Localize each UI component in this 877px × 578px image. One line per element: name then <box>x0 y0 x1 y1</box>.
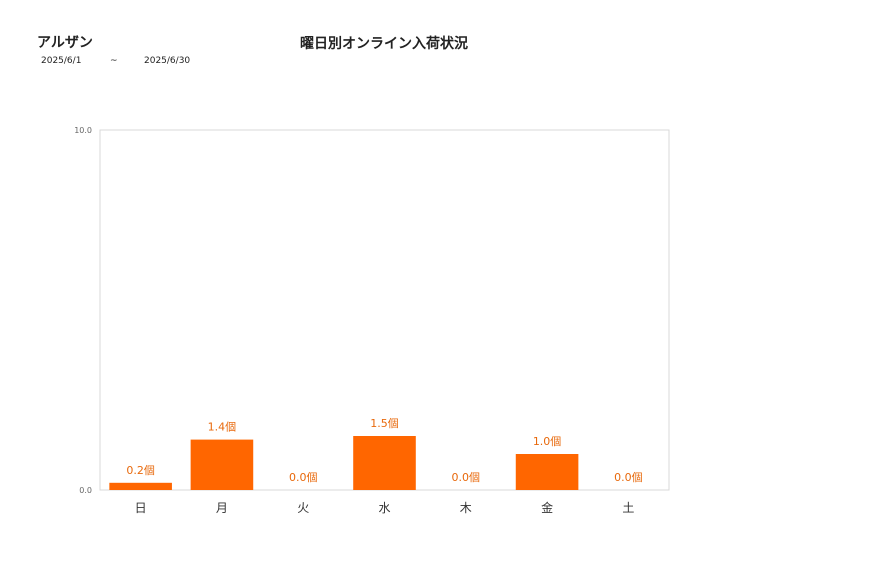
y-tick-label-min: 0.0 <box>79 486 92 495</box>
bar-1 <box>190 439 254 490</box>
data-label-1: 1.4個 <box>208 421 237 434</box>
category-label-5: 金 <box>541 500 553 515</box>
bar-5 <box>515 454 579 490</box>
data-label-0: 0.2個 <box>126 464 155 477</box>
category-label-1: 月 <box>216 501 228 515</box>
data-label-3: 1.5個 <box>370 417 399 430</box>
bar-3 <box>353 436 416 490</box>
date-from: 2025/6/1 <box>41 56 82 66</box>
data-label-5: 1.0個 <box>533 435 562 448</box>
y-tick-label-max: 10.0 <box>74 126 92 135</box>
category-label-0: 日 <box>135 501 147 515</box>
category-label-3: 水 <box>378 501 390 515</box>
data-label-2: 0.0個 <box>289 471 318 484</box>
bar-0 <box>109 482 172 490</box>
store-name: アルザン <box>37 35 93 51</box>
category-label-4: 木 <box>460 501 472 515</box>
date-separator: ~ <box>110 56 118 66</box>
data-label-4: 0.0個 <box>452 471 481 484</box>
data-label-6: 0.0個 <box>614 471 643 484</box>
category-label-6: 土 <box>622 501 634 515</box>
category-label-2: 火 <box>297 501 309 515</box>
chart-title: 曜日別オンライン入荷状況 <box>300 36 468 52</box>
date-to: 2025/6/30 <box>144 56 191 66</box>
